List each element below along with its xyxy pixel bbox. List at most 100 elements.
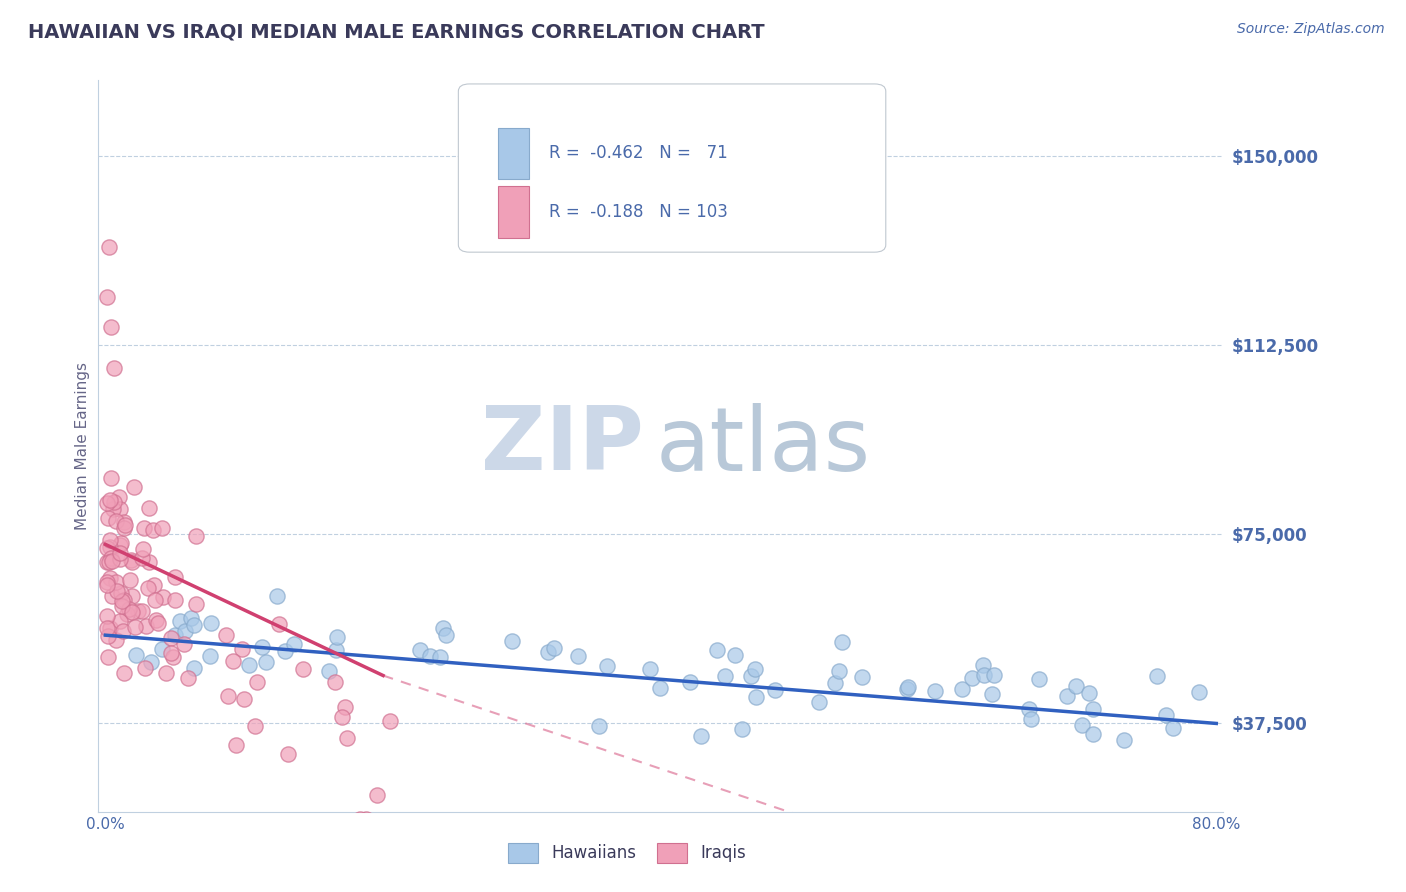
Point	[150, 642, 173, 657]
Point	[434, 628, 457, 642]
Point	[744, 662, 766, 676]
Point	[326, 631, 349, 645]
Point	[96, 290, 118, 304]
Point	[543, 640, 565, 655]
Point	[269, 617, 291, 632]
Point	[254, 655, 277, 669]
Point	[174, 624, 197, 638]
Point	[100, 320, 122, 334]
Point	[121, 553, 143, 567]
Point	[115, 607, 138, 622]
Point	[740, 668, 762, 682]
Point	[97, 629, 120, 643]
Point	[159, 631, 181, 645]
Point	[98, 240, 121, 254]
Point	[1081, 726, 1104, 740]
Point	[679, 674, 702, 689]
Point	[246, 675, 269, 690]
Text: HAWAIIAN VS IRAQI MEDIAN MALE EARNINGS CORRELATION CHART: HAWAIIAN VS IRAQI MEDIAN MALE EARNINGS C…	[28, 22, 765, 41]
Point	[124, 619, 146, 633]
Point	[588, 719, 610, 733]
Point	[763, 683, 786, 698]
Point	[1154, 708, 1177, 723]
Point	[169, 614, 191, 628]
Point	[165, 627, 187, 641]
Point	[163, 569, 186, 583]
Point	[1070, 718, 1092, 732]
Point	[215, 628, 238, 642]
Point	[96, 496, 118, 510]
Point	[1028, 672, 1050, 686]
Point	[112, 592, 135, 607]
Point	[1161, 721, 1184, 735]
Text: atlas: atlas	[655, 402, 870, 490]
Text: R =  -0.188   N = 103: R = -0.188 N = 103	[550, 203, 728, 221]
Text: R =  -0.462   N =   71: R = -0.462 N = 71	[550, 145, 728, 162]
Point	[973, 668, 995, 682]
Point	[142, 523, 165, 537]
Point	[690, 730, 713, 744]
Point	[100, 550, 122, 565]
Point	[924, 684, 946, 698]
Point	[143, 593, 166, 607]
Point	[184, 529, 207, 543]
Point	[105, 584, 128, 599]
Point	[155, 666, 177, 681]
Point	[105, 575, 128, 590]
Point	[1146, 669, 1168, 683]
Point	[419, 648, 441, 663]
Point	[96, 575, 118, 590]
Point	[536, 644, 558, 658]
Point	[366, 788, 388, 802]
Point	[121, 555, 143, 569]
Point	[121, 605, 143, 619]
Point	[184, 597, 207, 611]
Point	[807, 695, 830, 709]
Point	[1064, 679, 1087, 693]
Point	[98, 622, 121, 636]
Point	[745, 690, 768, 704]
Point	[1077, 686, 1099, 700]
Point	[380, 714, 402, 728]
Point	[103, 360, 125, 375]
Point	[96, 608, 118, 623]
Point	[98, 492, 121, 507]
Point	[112, 521, 135, 535]
Point	[96, 620, 118, 634]
Point	[243, 719, 266, 733]
Text: Source: ZipAtlas.com: Source: ZipAtlas.com	[1237, 22, 1385, 37]
Point	[183, 618, 205, 632]
Point	[325, 642, 347, 657]
Point	[98, 555, 121, 569]
Point	[108, 502, 131, 516]
Point	[125, 648, 148, 662]
Point	[222, 654, 245, 668]
Point	[231, 642, 253, 657]
Point	[98, 541, 121, 555]
Point	[706, 642, 728, 657]
Point	[131, 604, 153, 618]
Point	[396, 814, 419, 829]
Point	[103, 494, 125, 508]
Point	[252, 640, 274, 655]
Point	[108, 552, 131, 566]
Point	[225, 738, 247, 752]
Point	[98, 571, 121, 585]
Point	[731, 722, 754, 736]
Point	[108, 614, 131, 628]
Point	[97, 649, 120, 664]
Point	[972, 658, 994, 673]
Point	[177, 672, 200, 686]
Point	[100, 590, 122, 604]
Point	[501, 633, 523, 648]
Point	[824, 676, 846, 690]
Point	[831, 635, 853, 649]
FancyBboxPatch shape	[458, 84, 886, 252]
Point	[114, 518, 136, 533]
Point	[399, 814, 422, 829]
Point	[330, 710, 353, 724]
FancyBboxPatch shape	[498, 186, 529, 237]
Point	[981, 687, 1004, 701]
Point	[160, 646, 183, 660]
Point	[110, 599, 132, 613]
